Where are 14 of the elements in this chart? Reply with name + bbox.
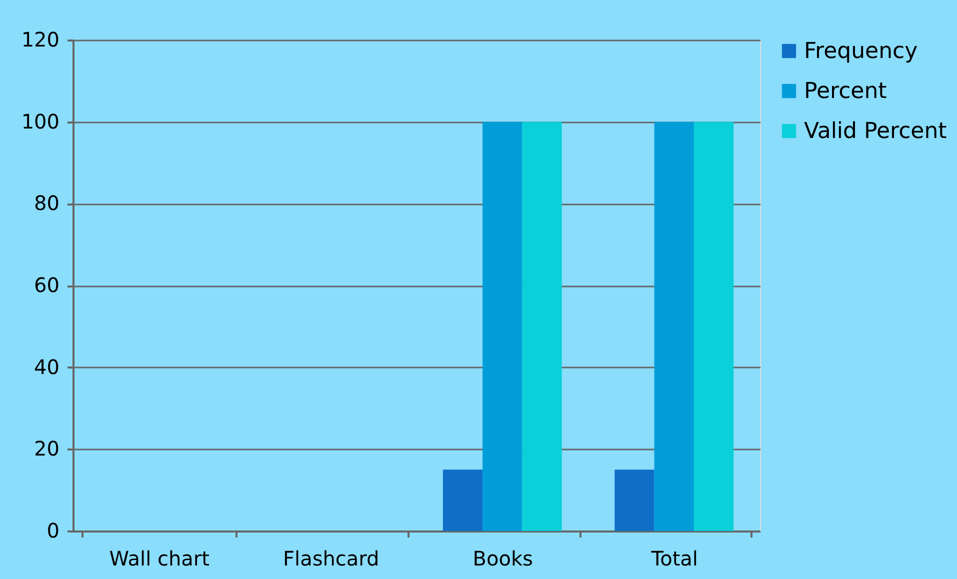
x-tick-label: Wall chart xyxy=(109,546,210,570)
y-tick-label: 60 xyxy=(34,273,60,297)
x-tick-label: Books xyxy=(472,546,533,570)
y-tick-label: 40 xyxy=(34,354,60,379)
x-tick-label: Flashcard xyxy=(283,546,380,570)
y-tick-label: 120 xyxy=(21,28,60,52)
y-tick-label: 20 xyxy=(34,436,60,461)
legend-label: Valid Percent xyxy=(804,119,948,144)
legend-label: Frequency xyxy=(804,39,918,64)
y-tick-label: 0 xyxy=(46,518,60,542)
y-tick-label: 100 xyxy=(21,109,60,134)
y-tick-label: 80 xyxy=(34,191,60,216)
x-tick-label: Total xyxy=(650,546,698,570)
legend-label: Percent xyxy=(804,79,888,104)
